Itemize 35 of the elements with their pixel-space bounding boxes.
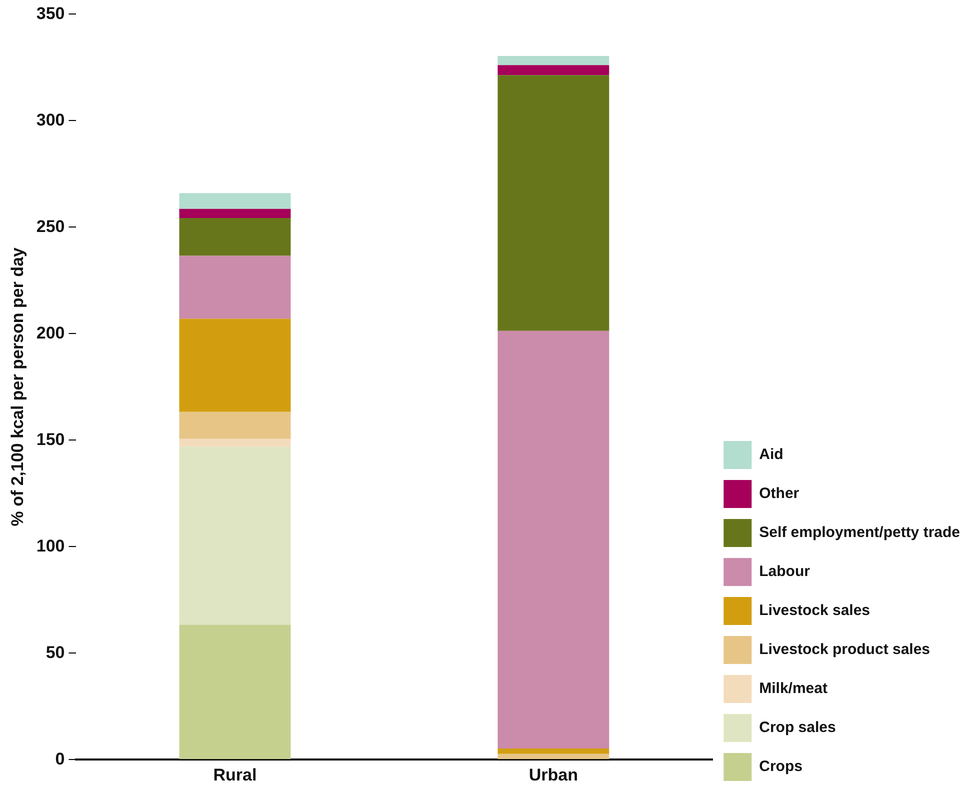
bar (498, 75, 610, 331)
legend-label: Livestock product sales (759, 641, 930, 658)
bar (498, 65, 610, 76)
bar (179, 218, 291, 256)
bar (179, 446, 291, 625)
bar (498, 330, 610, 749)
legend-label: Livestock sales (759, 602, 870, 620)
legend-label: Other (759, 485, 800, 502)
bar (498, 754, 610, 760)
legend-label: Crops (759, 758, 802, 776)
legend-label: Milk/meat (759, 680, 828, 698)
y-tick-label: 50 (46, 642, 65, 662)
y-tick-label: 300 (36, 110, 65, 130)
bar (179, 208, 291, 218)
bar (179, 438, 291, 447)
legend-label: Labour (759, 563, 810, 580)
bar (498, 748, 610, 754)
y-tick-label: 150 (36, 430, 65, 449)
y-tick-label: 250 (36, 216, 65, 236)
bar (179, 256, 291, 319)
y-axis-title: % of 2,100 kcal per person per day (8, 246, 27, 526)
legend-label: Aid (759, 446, 784, 464)
legend-label: Crop sales (759, 719, 836, 736)
y-tick-label: 350 (36, 4, 65, 23)
bar (179, 318, 291, 412)
bar (179, 624, 291, 760)
x-tick-label: Rural (213, 765, 257, 784)
y-tick-label: 0 (55, 749, 65, 768)
bar (498, 56, 610, 66)
y-tick-label: 100 (36, 536, 65, 556)
y-tick-label: 200 (36, 323, 65, 342)
bar (179, 412, 291, 439)
x-tick-label: Urban (528, 765, 578, 784)
bar (179, 193, 291, 209)
legend-label: Self employment/petty trade (759, 524, 960, 542)
